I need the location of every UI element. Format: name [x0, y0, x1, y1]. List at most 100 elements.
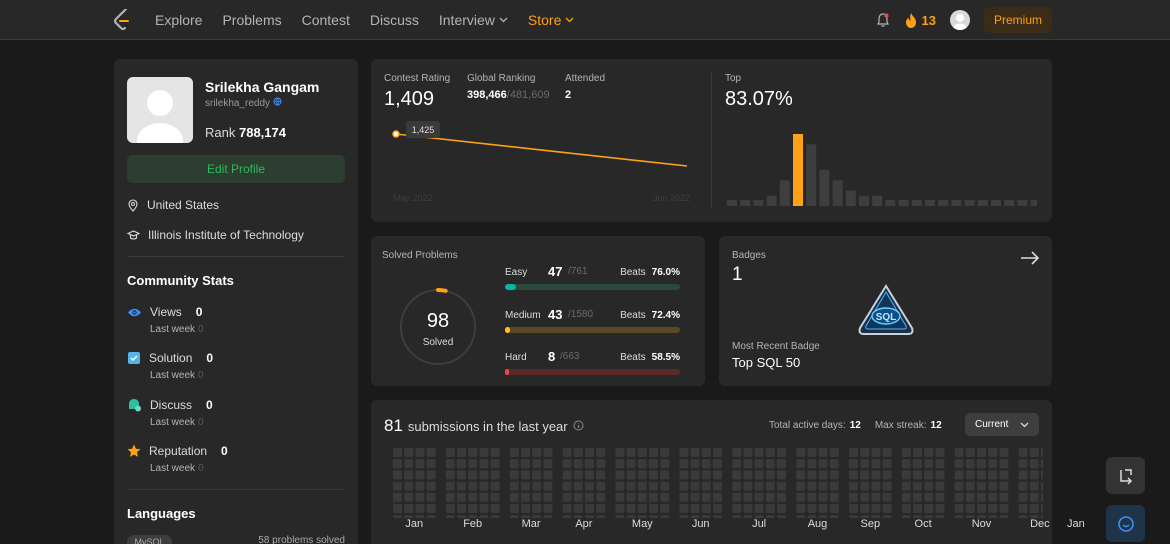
heatmap-cell [924, 504, 934, 513]
edit-profile-button[interactable]: Edit Profile [127, 155, 345, 183]
heatmap-cell [649, 515, 658, 518]
heatmap-cell [807, 481, 817, 491]
heatmap-cell [660, 504, 670, 513]
heatmap-cell [818, 492, 828, 502]
heatmap-cell [901, 459, 911, 469]
heatmap-cell [754, 470, 764, 480]
heatmap-cell [679, 515, 689, 518]
heatmap-cell [860, 515, 870, 518]
difficulty-progress-fill [505, 327, 510, 333]
most-recent-badge-name: Top SQL 50 [732, 355, 801, 370]
nav-contest[interactable]: Contest [301, 12, 350, 28]
heatmap-cell [509, 515, 519, 518]
sql-badge-icon[interactable]: SQL [856, 284, 916, 336]
stat-discuss-label: Discuss [150, 398, 193, 412]
heatmap-cell [935, 492, 945, 502]
histogram-bar [925, 200, 935, 206]
difficulty-progress-fill [505, 369, 509, 375]
heatmap-cell [765, 504, 775, 513]
heatmap-cell [585, 448, 594, 457]
heatmap-cell [637, 459, 647, 469]
heatmap-cell [479, 515, 489, 518]
heatmap-cell [679, 459, 689, 469]
rating-line-chart[interactable]: 1,425 May 2022 Jun 2022 [384, 119, 694, 207]
solved-ring-chart[interactable] [398, 287, 478, 367]
heatmap-cell [626, 492, 636, 502]
stat-solution: Solution 0 [127, 351, 213, 365]
difficulty-beats: Beats 72.4% [620, 310, 680, 321]
heatmap-cell [743, 470, 753, 480]
bell-icon[interactable] [875, 12, 891, 28]
profile-avatar [127, 77, 193, 143]
heatmap-cell [1041, 459, 1043, 469]
heatmap-cell [468, 481, 478, 491]
heatmap-cell [882, 470, 892, 480]
heatmap-cell [521, 470, 530, 480]
heatmap-cell [860, 481, 870, 491]
arrow-right-icon[interactable] [1020, 250, 1040, 266]
location-text: United States [147, 198, 220, 212]
chevron-down-icon [499, 17, 508, 23]
stat-solution-sub: Last week 0 [150, 370, 204, 381]
submissions-card: 81 submissions in the last year Total ac… [371, 400, 1085, 544]
heatmap-cell [954, 481, 964, 491]
stat-reputation-sub: Last week 0 [150, 463, 204, 474]
histogram-bar [779, 180, 790, 206]
heatmap-cell [521, 504, 530, 513]
heatmap-cell [777, 470, 786, 480]
heatmap-cell [1029, 492, 1039, 502]
switch-layout-button[interactable] [1106, 457, 1145, 494]
heatmap-cell [1041, 448, 1043, 457]
heatmap-cell [426, 448, 436, 457]
heatmap-cell [913, 481, 922, 491]
fire-icon [905, 12, 916, 28]
heatmap-cell [479, 504, 489, 513]
heatmap-cell [849, 492, 858, 502]
heatmap-cell [404, 481, 414, 491]
badges-title: Badges [732, 250, 766, 261]
info-icon[interactable] [573, 420, 584, 431]
feedback-button[interactable] [1106, 505, 1145, 542]
rating-point[interactable] [392, 130, 400, 138]
heatmap-cell [849, 448, 858, 457]
heatmap-cell [754, 448, 764, 457]
beats-label: Beats [620, 267, 646, 278]
heatmap-cell [732, 459, 742, 469]
nav-interview[interactable]: Interview [439, 12, 508, 28]
heatmap-cell [679, 470, 689, 480]
month-label: Jun [691, 518, 710, 530]
profile-name: Srilekha Gangam [205, 79, 320, 95]
chevron-down-icon [565, 17, 574, 23]
heatmap-cell [468, 470, 478, 480]
heatmap-cell [1041, 515, 1043, 518]
heatmap-cell [585, 481, 594, 491]
heatmap-cell [626, 448, 636, 457]
heatmap-cell [871, 470, 881, 480]
heatmap-cell [649, 481, 658, 491]
premium-button[interactable]: Premium [983, 7, 1052, 33]
nav-problems[interactable]: Problems [222, 12, 282, 28]
nav-store[interactable]: Store [528, 12, 574, 28]
leetcode-logo-icon[interactable] [112, 9, 132, 31]
heatmap-cell [596, 515, 606, 518]
heatmap-cell [913, 459, 922, 469]
heatmap-cell [977, 470, 986, 480]
streak-counter[interactable]: 13 [905, 12, 936, 28]
submission-heatmap[interactable] [393, 448, 1043, 518]
heatmap-cell [521, 481, 530, 491]
eye-icon [128, 308, 141, 316]
user-avatar[interactable] [949, 10, 970, 30]
heatmap-cell [860, 448, 870, 457]
nav-explore[interactable]: Explore [155, 12, 203, 28]
heatmap-cell [404, 515, 414, 518]
stat-views-sub: Last week 0 [150, 324, 204, 335]
heatmap-cell [777, 492, 786, 502]
heatmap-cell [509, 504, 519, 513]
nav-discuss[interactable]: Discuss [369, 12, 419, 28]
heatmap-cell [935, 515, 945, 518]
difficulty-progress-bar [505, 327, 680, 333]
active-days-value: 12 [849, 420, 861, 431]
difficulty-total: /663 [560, 351, 580, 362]
heatmap-cell [532, 504, 542, 513]
year-select[interactable]: Current [965, 413, 1039, 436]
